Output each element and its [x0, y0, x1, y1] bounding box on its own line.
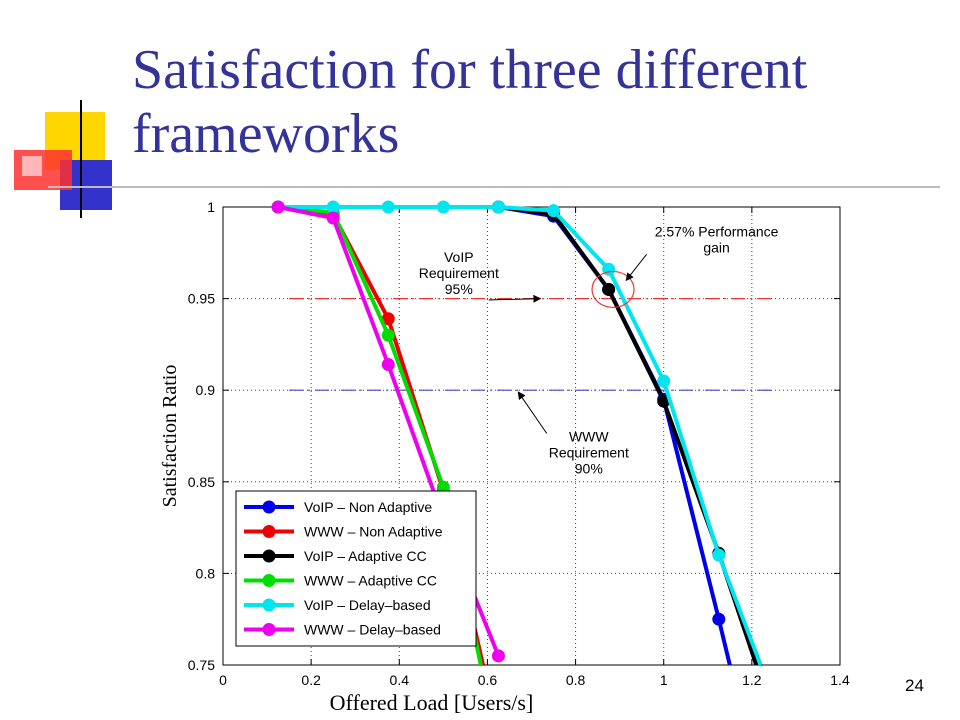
- legend-swatch-marker-3: [262, 574, 276, 587]
- y-tick-label: 0.9: [196, 382, 216, 398]
- legend-swatch-marker-4: [262, 598, 276, 612]
- legend-label-1: WWW – Non Adaptive: [304, 524, 443, 540]
- data-point-5: [381, 358, 395, 372]
- data-point-5: [491, 649, 505, 663]
- slide-title: Satisfaction for three different framewo…: [132, 39, 808, 165]
- x-axis-label: Offered Load [Users/s]: [330, 690, 534, 715]
- x-tick-label: 0.2: [301, 672, 321, 688]
- data-point-4: [712, 548, 726, 562]
- annotation-text-0: 95%: [445, 281, 473, 297]
- x-tick-label: 0.4: [390, 672, 410, 688]
- annotation-text-1: WWW: [569, 428, 609, 444]
- x-tick-label: 1.2: [742, 672, 762, 688]
- y-tick-label: 1: [207, 199, 215, 215]
- data-point-5: [271, 200, 285, 214]
- y-tick-label: 0.75: [188, 657, 215, 673]
- data-point-0: [712, 612, 726, 626]
- highlight-circle: [591, 270, 635, 309]
- data-point-1: [381, 312, 395, 326]
- legend-label-2: VoIP – Adaptive CC: [304, 548, 427, 564]
- annotation-arrow-2: [625, 254, 647, 282]
- plot-frame: [222, 206, 841, 666]
- x-tick-label: 0.6: [478, 672, 498, 688]
- data-point-4: [436, 200, 450, 214]
- data-point-2: [657, 394, 671, 408]
- legend-swatch-marker-2: [262, 549, 276, 563]
- annotation-arrow-0: [488, 294, 542, 303]
- x-tick-label: 0: [219, 672, 227, 688]
- legend-swatch-marker-0: [262, 500, 276, 514]
- data-point-4: [491, 200, 505, 214]
- x-tick-label: 1: [660, 672, 668, 688]
- data-point-2: [602, 282, 616, 296]
- legend-label-4: VoIP – Delay–based: [304, 597, 431, 613]
- y-tick-label: 0.95: [188, 291, 215, 307]
- legend-swatch-marker-5: [262, 623, 276, 636]
- annotation-text-2: gain: [703, 239, 729, 255]
- y-tick-label: 0.85: [188, 474, 215, 490]
- annotation-text-0: Requirement: [419, 265, 499, 281]
- series-group: [271, 200, 763, 665]
- annotation-text-0: VoIP: [444, 249, 474, 265]
- data-point-4: [657, 374, 671, 388]
- annotation-arrow-1: [517, 391, 548, 434]
- legend-label-3: WWW – Adaptive CC: [304, 573, 437, 589]
- deco-highlight: [22, 156, 42, 176]
- x-tick-label: 0.8: [566, 672, 586, 688]
- legend-swatch-marker-1: [262, 525, 276, 538]
- legend-label-0: VoIP – Non Adaptive: [304, 499, 432, 515]
- data-point-5: [326, 211, 340, 225]
- data-point-3: [381, 328, 395, 342]
- y-tick-label: 0.8: [196, 565, 216, 581]
- annotation-text-1: Requirement: [549, 444, 629, 460]
- data-point-4: [381, 200, 395, 214]
- data-point-4: [602, 262, 616, 276]
- series-line-4: [278, 205, 763, 665]
- y-axis-label: Satisfaction Ratio: [159, 365, 181, 508]
- data-point-4: [326, 200, 340, 214]
- page-number: 24: [905, 676, 924, 695]
- annotation-text-2: 2.57% Performance: [655, 223, 779, 239]
- x-tick-label: 1.4: [830, 672, 850, 688]
- legend-label-5: WWW – Delay–based: [304, 622, 441, 638]
- data-point-4: [547, 204, 561, 218]
- legend-box: [235, 490, 477, 647]
- annotation-text-1: 90%: [575, 460, 603, 476]
